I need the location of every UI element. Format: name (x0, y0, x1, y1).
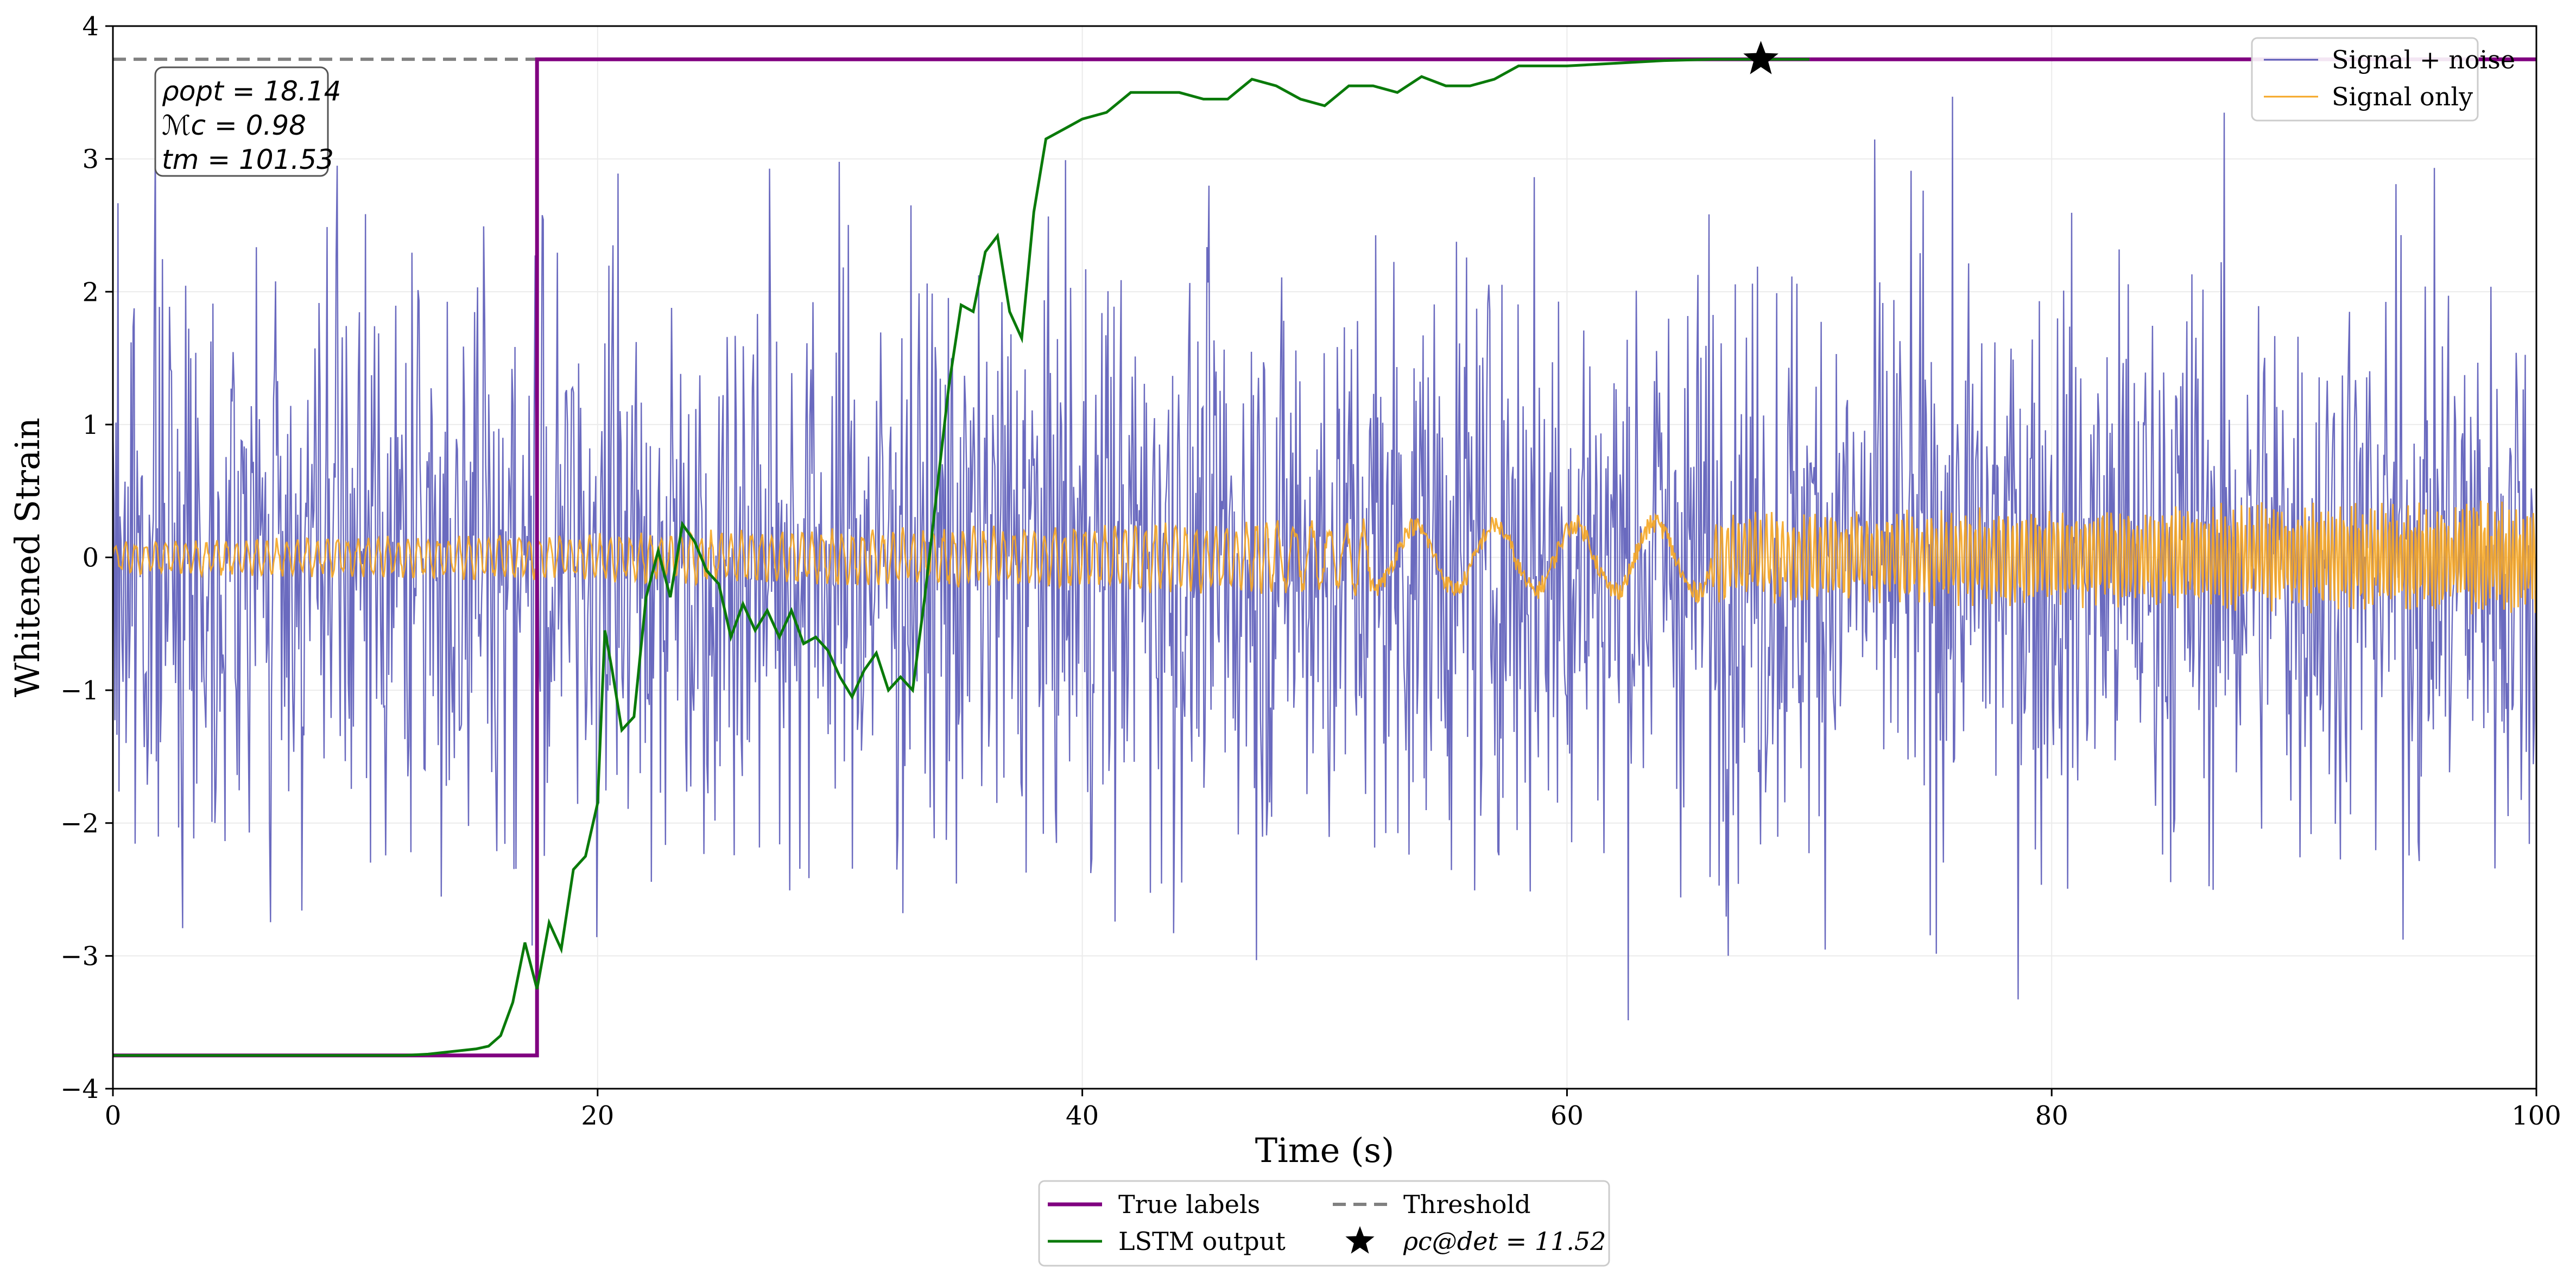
parameter-annotation-box: ρopt = 18.14 ℳc = 0.98 tm = 101.53 (154, 66, 341, 177)
y-tick-label: 4 (82, 11, 99, 42)
annotation-rho-opt: ρopt = 18.14 (162, 75, 341, 107)
lstm-output-series (113, 58, 1809, 1057)
x-tick-label: 60 (1550, 1101, 1584, 1131)
y-tick-label: 3 (82, 144, 99, 175)
legend-lstm-output-label: LSTM output (1118, 1227, 1286, 1256)
legend-signal-only-label: Signal only (2332, 82, 2473, 111)
legend-true-labels-label: True labels (1118, 1190, 1260, 1219)
x-tick-label: 20 (581, 1101, 614, 1131)
x-tick-label: 0 (105, 1101, 122, 1131)
y-tick-label: 0 (82, 543, 99, 573)
y-tick-label: 2 (82, 277, 99, 307)
signal-only-series (113, 500, 2536, 615)
annotation-merger-time: tm = 101.53 (162, 144, 334, 175)
y-tick-label: −1 (60, 675, 99, 706)
x-tick-label: 100 (2511, 1101, 2561, 1131)
x-axis-title: Time (s) (1255, 1131, 1395, 1170)
x-tick-label: 40 (1066, 1101, 1099, 1131)
annotation-chirp-mass: ℳc = 0.98 (162, 110, 306, 141)
series-layer (113, 57, 2536, 1058)
detection-star-marker (1743, 41, 1778, 74)
y-axis-title: Whitened Strain (8, 418, 47, 697)
y-tick-label: −3 (60, 941, 99, 971)
signal-noise-series (113, 97, 2536, 1021)
y-tick-label: 1 (82, 410, 99, 440)
legend-bottom: True labels Threshold LSTM output ρc@det… (1038, 1180, 1610, 1267)
legend-detection-star-swatch (1345, 1226, 1375, 1254)
legend-threshold-label: Threshold (1403, 1190, 1531, 1219)
y-tick-label: −2 (60, 809, 99, 839)
x-tick-label: 80 (2035, 1101, 2068, 1131)
legend-detection-label: ρc@det = 11.52 (1403, 1227, 1606, 1256)
x-axis: 0 20 40 60 80 100 (105, 1089, 2561, 1131)
legend-top-right: Signal + noise Signal only (2251, 37, 2515, 122)
legend-signal-noise-label: Signal + noise (2332, 45, 2515, 74)
y-axis: −4 −3 −2 −1 0 1 2 3 4 (60, 11, 113, 1104)
y-tick-label: −4 (60, 1074, 99, 1104)
